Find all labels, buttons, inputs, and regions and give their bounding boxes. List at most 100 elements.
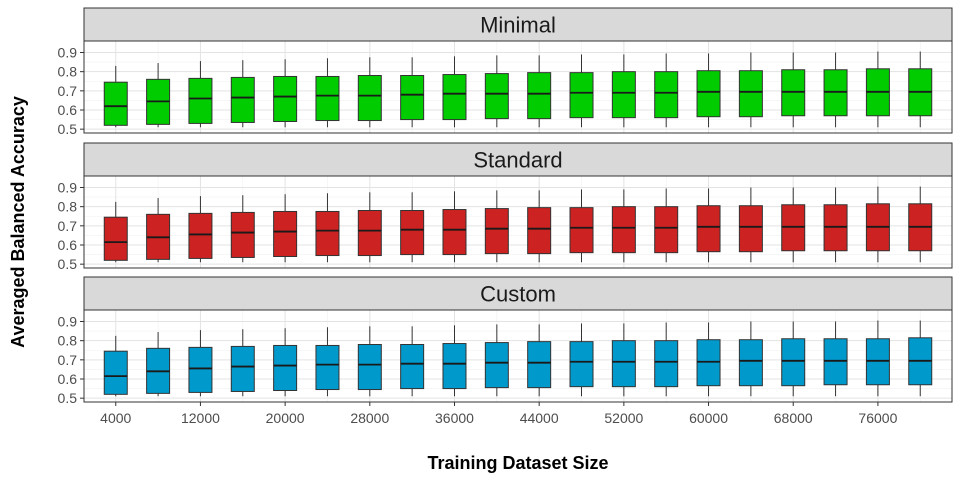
box-body [442, 343, 467, 390]
box-body [569, 207, 594, 254]
facet-strip-label: Custom [480, 282, 556, 307]
box-32000 [400, 192, 425, 263]
box-44000 [527, 324, 552, 397]
box-60000 [696, 188, 721, 263]
box-40000 [484, 190, 509, 263]
x-tick-label: 60000 [689, 410, 728, 426]
box-68000 [781, 321, 806, 397]
box-body [527, 207, 552, 255]
box-body [654, 340, 679, 388]
panel-background [84, 310, 952, 402]
y-tick-label: 0.6 [58, 371, 78, 387]
box-body [273, 344, 298, 392]
box-60000 [696, 53, 721, 128]
box-68000 [781, 52, 806, 128]
box-body [611, 206, 636, 254]
box-body [103, 216, 128, 261]
box-body [188, 77, 213, 124]
y-tick-label: 0.8 [58, 199, 78, 215]
box-body [611, 71, 636, 119]
box-body [230, 76, 255, 123]
y-tick-label: 0.8 [58, 64, 78, 80]
facet-strip [83, 7, 953, 42]
box-44000 [527, 190, 552, 263]
box-72000 [823, 187, 848, 263]
box-20000 [273, 59, 298, 128]
box-80000 [908, 51, 933, 128]
box-80000 [908, 320, 933, 397]
box-body [442, 209, 467, 256]
y-axis-title: Averaged Balanced Accuracy [8, 96, 28, 348]
y-tick-label: 0.5 [58, 256, 78, 272]
box-52000 [611, 189, 636, 263]
box-36000 [442, 325, 467, 397]
facet-strip [83, 276, 953, 311]
panel-border [83, 40, 953, 134]
box-44000 [527, 55, 552, 128]
box-body [188, 346, 213, 393]
box-48000 [569, 54, 594, 128]
box-72000 [823, 321, 848, 397]
facet-strip-label: Standard [473, 148, 562, 173]
x-tick-label: 68000 [774, 410, 813, 426]
x-tick-label: 4000 [100, 410, 131, 426]
box-body [357, 344, 382, 391]
box-56000 [654, 322, 679, 397]
box-body [230, 211, 255, 258]
box-body [357, 75, 382, 122]
box-body [696, 205, 721, 253]
box-body [823, 338, 848, 386]
box-body [400, 344, 425, 390]
box-24000 [315, 327, 340, 397]
box-36000 [442, 56, 467, 128]
box-body [188, 212, 213, 259]
y-tick-label: 0.6 [58, 237, 78, 253]
panel-border [83, 309, 953, 403]
box-76000 [865, 51, 890, 128]
x-tick-label: 12000 [181, 410, 220, 426]
box-12000 [188, 196, 213, 263]
box-body [103, 350, 128, 395]
facet-panel-standard: Standard 0.5 0.6 0.7 0.8 0.9 [58, 142, 953, 272]
x-axis-title: Training Dataset Size [427, 453, 608, 473]
box-body [400, 75, 425, 121]
x-tick-label: 20000 [266, 410, 305, 426]
box-4000 [103, 335, 128, 397]
y-tick-label: 0.7 [58, 218, 78, 234]
x-tick-label: 36000 [435, 410, 474, 426]
box-32000 [400, 326, 425, 397]
box-body [696, 339, 721, 387]
box-12000 [188, 330, 213, 397]
facet-panels: Minimal 0.5 0.6 0.7 0.8 0.9 Standard 0.5 0.6 0.7 0… [58, 7, 953, 406]
box-body [738, 339, 763, 387]
x-tick-label: 44000 [520, 410, 559, 426]
box-body [484, 342, 509, 389]
box-28000 [357, 326, 382, 397]
box-body [273, 75, 298, 123]
box-body [315, 75, 340, 122]
box-24000 [315, 58, 340, 128]
box-8000 [146, 63, 171, 128]
facet-panel-minimal: Minimal 0.5 0.6 0.7 0.8 0.9 [58, 7, 953, 137]
y-tick-label: 0.9 [58, 314, 78, 330]
box-body [738, 205, 763, 253]
box-76000 [865, 320, 890, 397]
box-52000 [611, 323, 636, 397]
box-body [738, 70, 763, 118]
box-body [569, 341, 594, 388]
facet-panel-custom: Custom 0.5 0.6 0.7 0.8 0.9 [58, 276, 953, 406]
box-body [484, 73, 509, 120]
box-4000 [103, 201, 128, 263]
box-body [865, 338, 890, 386]
box-72000 [823, 52, 848, 128]
box-body [315, 210, 340, 257]
y-tick-label: 0.9 [58, 45, 78, 61]
x-tick-label: 28000 [350, 410, 389, 426]
box-80000 [908, 186, 933, 263]
box-body [654, 206, 679, 254]
box-68000 [781, 187, 806, 263]
x-tick-label: 76000 [858, 410, 897, 426]
box-12000 [188, 61, 213, 128]
box-8000 [146, 198, 171, 263]
